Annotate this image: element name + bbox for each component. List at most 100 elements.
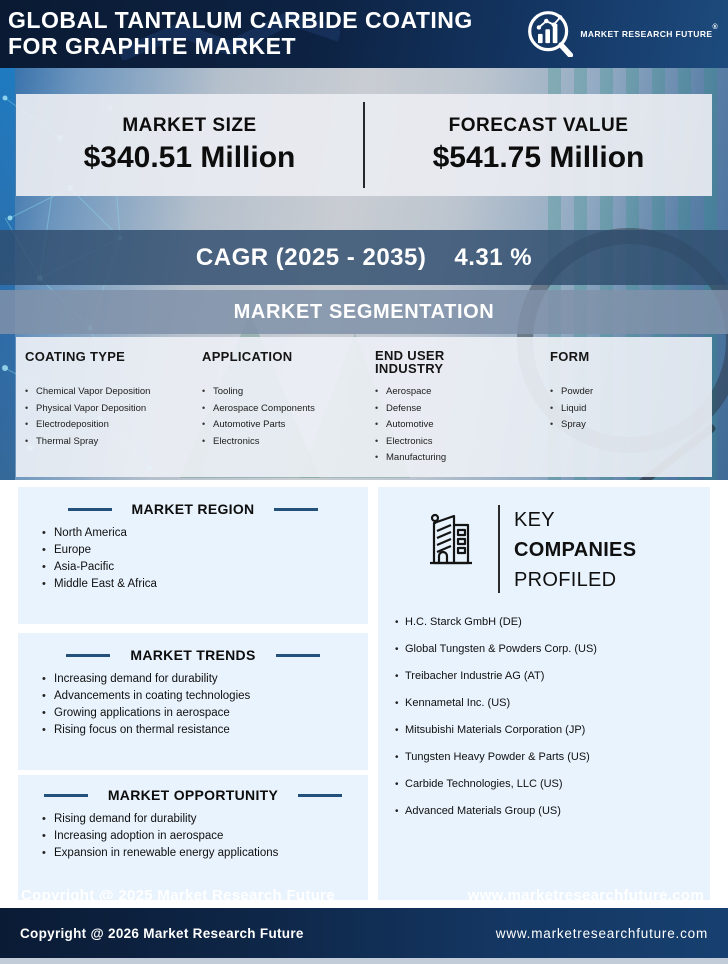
segmentation-column-form: FORM Powder Liquid Spray [550,349,700,437]
list-item: Automotive Parts [202,420,370,430]
cagr-band: CAGR (2025 - 2035) 4.31 % [0,230,728,285]
list-item: Defense [375,403,525,414]
market-opportunity-heading-row: MARKET OPPORTUNITY [18,787,368,803]
segmentation-column-list: Chemical Vapor Deposition Physical Vapor … [25,387,195,446]
list-item: Aerospace [375,387,525,397]
market-opportunity-card: MARKET OPPORTUNITY Rising demand for dur… [18,775,368,900]
website-watermark: www.marketresearchfuture.com [467,887,704,900]
market-opportunity-heading: MARKET OPPORTUNITY [107,787,279,803]
forecast-value-label: FORECAST VALUE [448,115,629,136]
list-item: Europe [42,544,368,557]
list-item: Carbide Technologies, LLC (US) [395,779,710,791]
key-companies-header: KEY COMPANIES PROFILED [420,505,710,595]
list-item: Global Tungsten & Powders Corp. (US) [395,644,710,656]
segmentation-column-list: Tooling Aerospace Components Automotive Pa… [202,387,370,446]
footer: Copyright @ 2026 Market Research Future … [0,908,728,958]
building-icon [430,513,472,565]
market-trends-heading: MARKET TRENDS [130,647,256,663]
market-region-list: North America Europe Asia-Pacific Middle Ea… [18,527,368,591]
stats-panel: MARKET SIZE $340.51 Million FORECAST VAL… [16,94,712,196]
list-item: Rising focus on thermal resistance [42,724,368,737]
market-size-stat: MARKET SIZE $340.51 Million [16,94,363,196]
header-swoosh-decoration [120,11,340,60]
segmentation-column-end-user-industry: END USER INDUSTRY Aerospace Defense Automo… [375,349,525,470]
key-companies-title-line2: COMPANIES [514,539,637,561]
market-trends-heading-row: MARKET TRENDS [18,647,368,663]
list-item: Expansion in renewable energy applicatio… [42,847,368,860]
brand-name-text: MARKET RESEARCH FUTURE [580,28,713,39]
page-title-line1: GLOBAL TANTALUM CARBIDE COATING [8,7,473,33]
heading-dash [66,653,111,657]
segmentation-title: MARKET SEGMENTATION [233,300,495,323]
list-item: Aerospace Components [202,403,370,414]
list-item: Thermal Spray [25,436,195,447]
list-item: Electrodeposition [25,420,195,430]
list-item: Chemical Vapor Deposition [25,387,195,397]
list-item: H.C. Starck GmbH (DE) [395,617,710,629]
list-item: Treibacher Industrie AG (AT) [395,671,710,683]
list-item: Tooling [202,387,370,397]
segmentation-column-application: APPLICATION Tooling Aerospace Components A… [202,349,370,453]
list-item: Asia-Pacific [42,561,368,574]
cagr-label: CAGR (2025 - 2035) [195,243,427,271]
companies-title-divider [498,505,500,593]
footer-website-link[interactable]: www.marketresearchfuture.com [495,925,708,941]
market-trends-card: MARKET TRENDS Increasing demand for dura… [18,633,368,770]
market-trends-list: Increasing demand for durability Advancem… [18,673,368,737]
market-size-value: $340.51 Million [83,141,296,174]
market-size-label: MARKET SIZE [122,115,257,136]
segmentation-column-heading: END USER INDUSTRY [375,348,445,376]
brand-name: MARKET RESEARCH FUTURE® [580,24,718,39]
page-title: GLOBAL TANTALUM CARBIDE COATING FOR GRAP… [8,7,473,59]
registered-trademark: ® [712,23,718,31]
key-companies-title: KEY COMPANIES PROFILED [514,505,636,595]
forecast-value-stat: FORECAST VALUE $541.75 Million [365,94,712,196]
list-item: Advanced Materials Group (US) [395,806,710,818]
list-item: Electronics [375,436,525,447]
mrf-logo-icon [528,11,574,57]
stats-divider [363,102,365,188]
list-item: Middle East & Africa [42,578,368,591]
key-companies-title-line1: KEY [514,509,555,531]
header: GLOBAL TANTALUM CARBIDE COATING FOR GRAP… [0,0,728,68]
key-companies-list: H.C. Starck GmbH (DE) Global Tungsten & P… [378,617,710,818]
list-item: Advancements in coating technologies [42,690,368,703]
details-section: MARKET REGION North America Europe Asia-Pa… [0,480,728,908]
key-companies-title-line3: PROFILED [514,569,617,591]
list-item: Increasing demand for durability [42,673,368,686]
brand-logo: MARKET RESEARCH FUTURE® [526,9,718,57]
segmentation-column-heading: FORM [550,349,590,364]
market-region-heading-row: MARKET REGION [18,501,368,517]
list-item: Automotive [375,420,525,430]
list-item: Tungsten Heavy Powder & Parts (US) [395,752,710,764]
list-item: Kennametal Inc. (US) [395,698,710,710]
list-item: Growing applications in aerospace [42,707,368,720]
list-item: Physical Vapor Deposition [25,403,195,414]
list-item: Liquid [550,403,700,414]
heading-dash [298,793,343,797]
segmentation-title-band: MARKET SEGMENTATION [0,290,728,334]
segmentation-column-heading: APPLICATION [202,349,293,364]
page-title-line2: FOR GRAPHITE MARKET [8,33,297,59]
market-region-card: MARKET REGION North America Europe Asia-Pa… [18,487,368,624]
list-item: Increasing adoption in aerospace [42,830,368,843]
segmentation-column-coating-type: COATING TYPE Chemical Vapor Deposition Ph… [25,349,195,453]
list-item: Powder [550,387,700,397]
list-item: Mitsubishi Materials Corporation (JP) [395,725,710,737]
segmentation-column-heading: COATING TYPE [25,349,126,364]
heading-dash [274,507,319,511]
footer-copyright: Copyright @ 2026 Market Research Future [20,925,304,941]
copyright-watermark: Copyright @ 2025 Market Research Future [21,887,335,900]
segmentation-column-list: Powder Liquid Spray [550,387,700,430]
list-item: Manufacturing [375,453,525,463]
bottom-strip-decoration [0,958,728,964]
cagr-value: 4.31 % [454,243,533,271]
heading-dash [67,507,112,511]
hero-section: MARKET SIZE $340.51 Million FORECAST VAL… [0,68,728,480]
segmentation-column-list: Aerospace Defense Automotive Electronics Man… [375,387,525,463]
segmentation-panel: COATING TYPE Chemical Vapor Deposition Ph… [16,337,712,477]
heading-dash [43,793,88,797]
market-region-heading: MARKET REGION [131,501,255,517]
list-item: North America [42,527,368,540]
